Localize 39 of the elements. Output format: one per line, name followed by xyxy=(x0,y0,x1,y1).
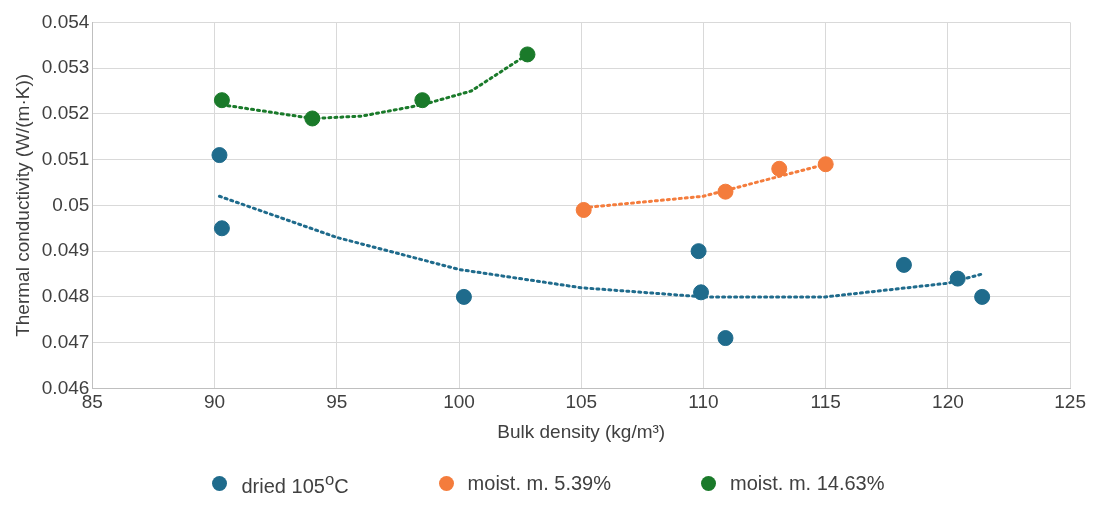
x-tick-label: 90 xyxy=(204,391,226,413)
y-tick-label: 0.05 xyxy=(52,193,90,215)
legend-label: dried 105$^{o}$C xyxy=(241,470,349,498)
point xyxy=(817,156,834,173)
point xyxy=(213,220,230,237)
point xyxy=(304,110,321,127)
point xyxy=(895,256,912,273)
line-series xyxy=(217,194,984,299)
point xyxy=(455,288,472,305)
point xyxy=(717,330,734,347)
point xyxy=(974,288,991,305)
x-tick-label: 100 xyxy=(443,391,475,413)
x-tick-label: 125 xyxy=(1054,391,1086,413)
y-tick-label: 0.054 xyxy=(41,10,90,32)
y-axis-title: Thermal conductivity (W/(m·K)) xyxy=(11,73,33,337)
x-tick-label: 105 xyxy=(565,391,598,413)
y-tick-label: 0.052 xyxy=(41,102,90,124)
x-tick-label: 120 xyxy=(932,391,964,413)
x-tick-label: 115 xyxy=(810,391,841,413)
x-tick-label: 110 xyxy=(688,391,719,413)
x-axis-title: Bulk density (kg/m³) xyxy=(497,420,666,442)
y-tick-label: 0.053 xyxy=(41,56,90,78)
point xyxy=(717,183,734,200)
legend-label: moist. m. 14.63% xyxy=(730,472,885,496)
point xyxy=(213,92,230,109)
y-tick-label: 0.048 xyxy=(41,285,90,307)
y-tick-label: 0.049 xyxy=(41,239,90,261)
x-tick-label: 95 xyxy=(326,391,348,413)
point xyxy=(519,46,536,63)
point xyxy=(575,201,592,218)
point xyxy=(690,243,707,260)
legend-label: moist. m. 5.39% xyxy=(467,472,611,496)
point xyxy=(211,147,228,164)
y-tick-label: 0.047 xyxy=(41,330,90,352)
point xyxy=(949,270,966,287)
point xyxy=(414,92,431,109)
point xyxy=(693,284,710,301)
y-tick-label: 0.051 xyxy=(41,147,90,169)
point xyxy=(771,160,788,177)
